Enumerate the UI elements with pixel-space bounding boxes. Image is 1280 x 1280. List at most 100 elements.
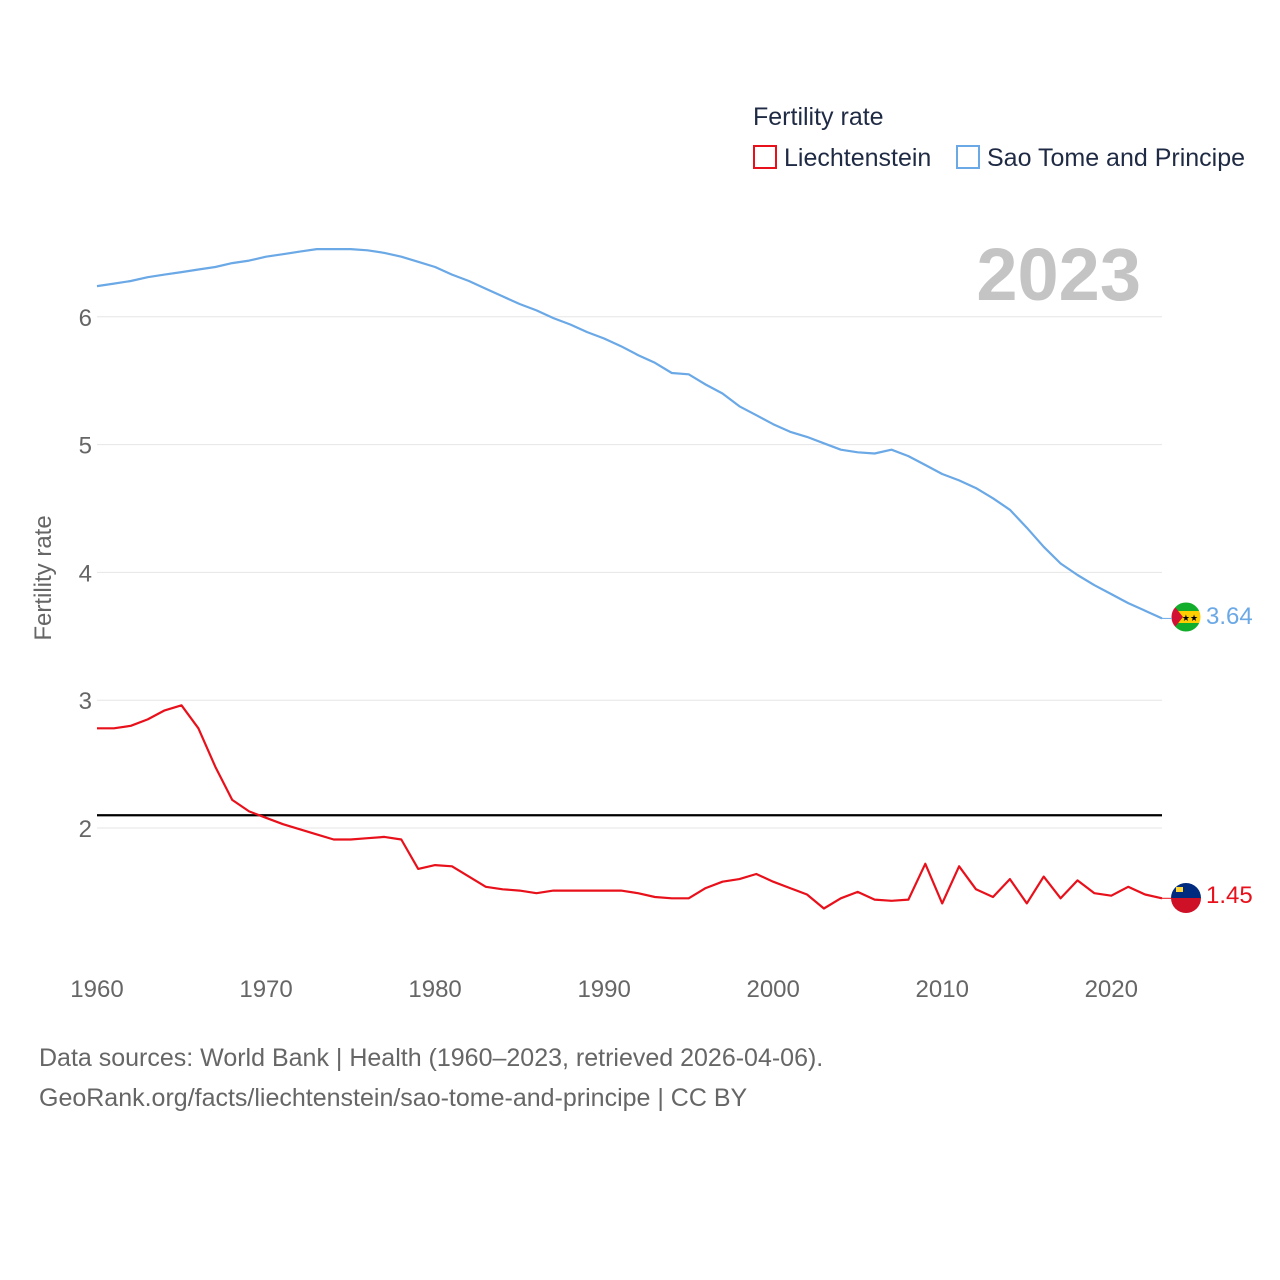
data-point-liechtenstein-1994 [670, 896, 674, 900]
data-point-liechtenstein-2014 [1008, 877, 1012, 881]
data-point-sao-tome-and-principe-1978 [399, 255, 403, 259]
data-point-liechtenstein-1999 [754, 872, 758, 876]
data-point-sao-tome-and-principe-1973 [315, 247, 319, 251]
data-point-sao-tome-and-principe-1967 [213, 265, 217, 269]
data-point-liechtenstein-2017 [1059, 896, 1063, 900]
data-point-sao-tome-and-principe-2009 [923, 463, 927, 467]
data-point-liechtenstein-1980 [433, 863, 437, 867]
data-point-sao-tome-and-principe-1976 [365, 248, 369, 252]
data-point-liechtenstein-2000 [771, 880, 775, 884]
data-point-liechtenstein-1973 [315, 832, 319, 836]
legend-label-sao-tome-and-principe: Sao Tome and Principe [987, 144, 1245, 172]
data-point-sao-tome-and-principe-1989 [585, 330, 589, 334]
data-point-sao-tome-and-principe-2010 [940, 472, 944, 476]
data-point-sao-tome-and-principe-1981 [450, 273, 454, 277]
data-point-liechtenstein-2003 [822, 907, 826, 911]
data-point-liechtenstein-1985 [518, 889, 522, 893]
data-point-sao-tome-and-principe-1986 [535, 308, 539, 312]
x-axis-ticks: 1960 1970 1980 1990 2000 2010 2020 [70, 976, 1138, 1003]
legend: Fertility rate Liechtenstein Sao Tome an… [753, 103, 1245, 172]
data-point-sao-tome-and-principe-1975 [349, 247, 353, 251]
data-point-sao-tome-and-principe-2008 [906, 454, 910, 458]
data-point-sao-tome-and-principe-2022 [1143, 609, 1147, 613]
data-point-liechtenstein-1991 [619, 889, 623, 893]
data-point-liechtenstein-1968 [230, 798, 234, 802]
legend-item-liechtenstein[interactable]: Liechtenstein [753, 144, 931, 172]
y-axis-ticks: 2 3 4 5 6 [79, 305, 92, 843]
data-point-sao-tome-and-principe-2019 [1092, 583, 1096, 587]
data-point-liechtenstein-2019 [1092, 891, 1096, 895]
data-point-sao-tome-and-principe-1999 [754, 413, 758, 417]
data-point-liechtenstein-1969 [247, 809, 251, 813]
data-point-sao-tome-and-principe-1987 [551, 316, 555, 320]
gridlines [97, 316, 1162, 829]
svg-text:★★: ★★ [1182, 613, 1198, 623]
legend-item-sao-tome-and-principe[interactable]: Sao Tome and Principe [956, 144, 1245, 172]
end-label-liechtenstein: 1.45 [1206, 882, 1253, 909]
data-point-sao-tome-and-principe-1971 [281, 252, 285, 256]
data-point-sao-tome-and-principe-1997 [720, 391, 724, 395]
data-point-liechtenstein-1974 [332, 838, 336, 842]
series-line-liechtenstein[interactable] [97, 704, 1163, 910]
data-point-sao-tome-and-principe-2007 [890, 448, 894, 452]
data-point-sao-tome-and-principe-2017 [1059, 561, 1063, 565]
y-axis-title: Fertility rate [30, 515, 57, 640]
data-point-sao-tome-and-principe-1964 [163, 273, 167, 277]
data-point-sao-tome-and-principe-1969 [247, 259, 251, 263]
data-point-sao-tome-and-principe-1965 [180, 270, 184, 274]
data-point-liechtenstein-1961 [112, 726, 116, 730]
data-point-sao-tome-and-principe-1970 [264, 255, 268, 259]
data-point-sao-tome-and-principe-1983 [484, 287, 488, 291]
data-point-liechtenstein-2016 [1042, 875, 1046, 879]
y-tick-label-3: 3 [79, 688, 92, 715]
data-point-liechtenstein-1998 [737, 877, 741, 881]
data-point-liechtenstein-2018 [1075, 878, 1079, 882]
data-point-sao-tome-and-principe-2002 [805, 435, 809, 439]
series-points-liechtenstein [95, 703, 1164, 910]
data-point-liechtenstein-1971 [281, 822, 285, 826]
series-line-sao-tome-and-principe[interactable] [96, 248, 1163, 620]
data-point-liechtenstein-1977 [382, 835, 386, 839]
data-point-liechtenstein-1995 [687, 896, 691, 900]
data-point-liechtenstein-1983 [484, 885, 488, 889]
data-point-sao-tome-and-principe-2001 [788, 430, 792, 434]
data-point-sao-tome-and-principe-2004 [839, 448, 843, 452]
data-point-liechtenstein-1970 [264, 816, 268, 820]
data-point-sao-tome-and-principe-1977 [382, 251, 386, 255]
x-tick-label-2010: 2010 [916, 976, 969, 1003]
data-point-sao-tome-and-principe-2012 [974, 486, 978, 490]
x-tick-label-1980: 1980 [408, 976, 461, 1003]
data-point-sao-tome-and-principe-1974 [332, 247, 336, 251]
y-tick-label-6: 6 [79, 305, 92, 332]
data-point-sao-tome-and-principe-1962 [129, 279, 133, 283]
end-label-sao-tome-and-principe: 3.64 [1206, 603, 1253, 630]
data-point-sao-tome-and-principe-1988 [568, 322, 572, 326]
data-point-sao-tome-and-principe-1968 [230, 261, 234, 265]
data-point-sao-tome-and-principe-1991 [619, 344, 623, 348]
x-tick-label-2000: 2000 [746, 976, 799, 1003]
data-point-liechtenstein-2009 [923, 862, 927, 866]
data-point-liechtenstein-1979 [416, 867, 420, 871]
data-point-liechtenstein-2021 [1126, 885, 1130, 889]
data-point-liechtenstein-2008 [906, 898, 910, 902]
data-point-sao-tome-and-principe-1985 [518, 302, 522, 306]
data-point-liechtenstein-1984 [501, 887, 505, 891]
data-point-sao-tome-and-principe-1996 [704, 383, 708, 387]
data-point-liechtenstein-2013 [991, 895, 995, 899]
data-point-liechtenstein-2002 [805, 892, 809, 896]
data-point-sao-tome-and-principe-1993 [653, 361, 657, 365]
data-point-liechtenstein-1976 [365, 836, 369, 840]
data-point-liechtenstein-2004 [839, 896, 843, 900]
data-point-sao-tome-and-principe-2013 [991, 496, 995, 500]
data-point-liechtenstein-1997 [720, 880, 724, 884]
legend-swatch-sao-tome-and-principe [956, 145, 980, 169]
footer-attribution[interactable]: GeoRank.org/facts/liechtenstein/sao-tome… [39, 1084, 748, 1112]
data-point-liechtenstein-1982 [467, 875, 471, 879]
data-point-sao-tome-and-principe-2003 [822, 441, 826, 445]
data-point-liechtenstein-1986 [535, 891, 539, 895]
data-point-liechtenstein-1967 [213, 765, 217, 769]
data-point-sao-tome-and-principe-2011 [957, 478, 961, 482]
data-point-sao-tome-and-principe-1960 [95, 284, 99, 288]
data-point-liechtenstein-2006 [873, 898, 877, 902]
